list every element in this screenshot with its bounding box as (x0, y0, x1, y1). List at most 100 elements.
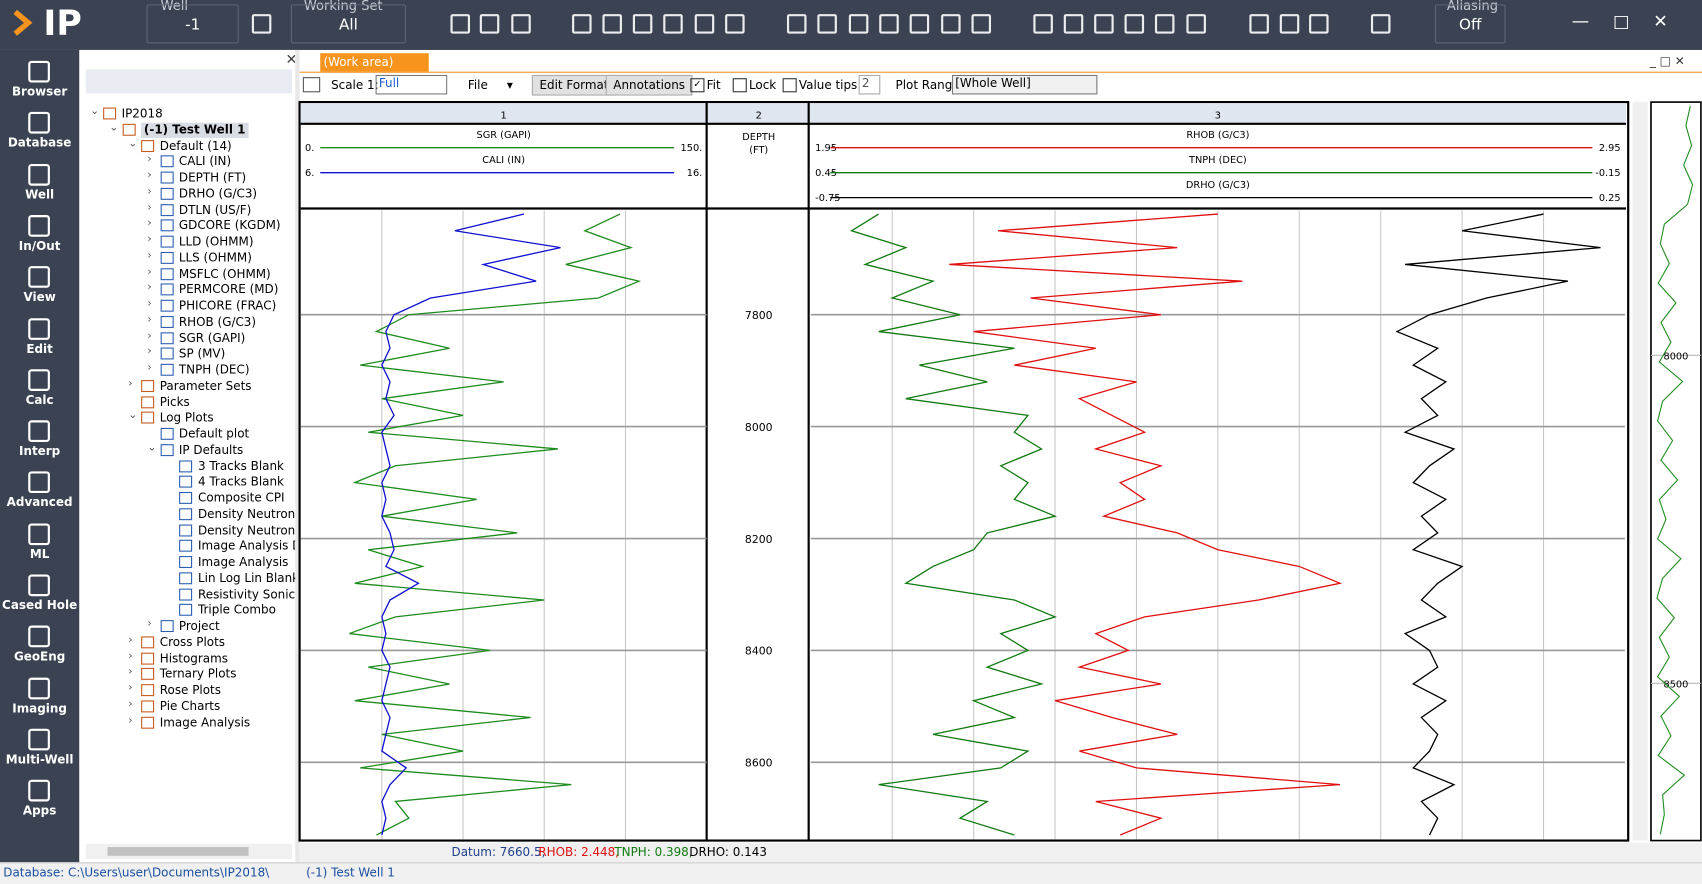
toolbar-icon[interactable] (450, 14, 471, 34)
edit-format-button[interactable]: Edit Format (531, 74, 617, 96)
toolbar-icon[interactable] (1033, 14, 1053, 34)
tree-row[interactable]: Density Neutron (81, 523, 295, 538)
tree-row[interactable]: › Cross Plots (81, 634, 295, 650)
tree-row[interactable]: › DEPTH (FT) (81, 169, 295, 186)
tree-toggle[interactable]: › (128, 377, 133, 390)
tree-row[interactable]: › SP (MV) (81, 345, 295, 362)
tree-toggle[interactable]: › (147, 265, 152, 278)
tree-row[interactable]: 3 Tracks Blank (81, 459, 295, 474)
sidebar-item[interactable]: Apps (0, 778, 79, 826)
tree-row[interactable]: ⌄ Log Plots (81, 409, 295, 426)
tree-row[interactable]: › RHOB (G/C3) (81, 313, 295, 330)
tree-row[interactable]: 4 Tracks Blank (81, 475, 295, 490)
tree-row[interactable]: Picks (81, 395, 295, 410)
tree-row[interactable]: › GDCORE (KGDM) (81, 217, 295, 234)
sidebar-item[interactable]: GeoEng (0, 624, 79, 672)
tree-row[interactable]: › DRHO (G/C3) (81, 185, 295, 202)
tree-row[interactable]: › MSFLC (OHMM) (81, 265, 295, 282)
tree-row[interactable]: › DTLN (US/F) (81, 201, 295, 218)
toolbar-icon[interactable] (511, 14, 531, 34)
tree-toggle[interactable]: ⌄ (128, 409, 138, 422)
well-selector[interactable]: -1 (146, 4, 239, 44)
tree-toggle[interactable]: ⌄ (128, 137, 138, 150)
tree-row[interactable]: Image Analysis (81, 555, 295, 570)
toolbar-icon[interactable] (1094, 14, 1114, 34)
tree-row[interactable]: Image Analysis DT (81, 539, 295, 554)
toolbar-icon[interactable] (479, 14, 500, 34)
toolbar-icon[interactable] (879, 14, 899, 34)
value-tips-checkbox[interactable] (782, 78, 797, 93)
tree-row[interactable]: › Histograms (81, 649, 295, 666)
toolbar-icon[interactable] (971, 14, 992, 34)
sidebar-item[interactable]: Cased Hole (0, 572, 79, 620)
tree-toggle[interactable]: › (147, 233, 152, 246)
toolbar-icon[interactable] (786, 14, 807, 34)
tree-row[interactable]: › TNPH (DEC) (81, 361, 295, 378)
tree-row[interactable]: ⌄ IP2018 (81, 105, 295, 121)
sidebar-item[interactable]: Browser (0, 59, 79, 107)
scale-select[interactable]: Full (375, 74, 448, 95)
sidebar-item[interactable]: Imaging (0, 675, 79, 723)
toolbar-icon[interactable] (251, 14, 272, 34)
work-area-tab[interactable]: (Work area) (320, 53, 429, 72)
sidebar-item[interactable]: Advanced (0, 470, 79, 518)
tree-row[interactable]: › Project (81, 617, 295, 634)
tree-row[interactable]: › Ternary Plots (81, 665, 295, 682)
tree-toggle[interactable]: › (147, 329, 152, 342)
tree-toggle[interactable]: › (128, 698, 133, 710)
value-tips-count[interactable]: 2 (858, 74, 881, 95)
toolbar-icon[interactable] (1124, 14, 1145, 34)
close-pane[interactable]: ✕ (285, 52, 295, 68)
window-controls[interactable]: _ □ ✕ (1649, 54, 1685, 69)
tree-row[interactable]: ⌄ IP Defaults (81, 441, 295, 458)
toolbar-icon[interactable] (1154, 14, 1175, 34)
working-set-selector[interactable]: All (290, 4, 406, 44)
tree-row[interactable]: Density Neutron - S (81, 507, 295, 522)
tree-toggle[interactable]: ⌄ (147, 441, 157, 454)
plot-range-select[interactable]: [Whole Well] (951, 74, 1098, 95)
toolbar-icon[interactable] (1186, 14, 1206, 34)
sidebar-item[interactable]: Edit (0, 315, 79, 363)
tree-row[interactable]: Triple Combo (81, 603, 295, 618)
tree-row[interactable]: › PHICORE (FRAC) (81, 298, 295, 314)
sidebar-item[interactable]: ML (0, 521, 79, 569)
tree-row[interactable]: › Rose Plots (81, 682, 295, 698)
tree-toggle[interactable]: › (147, 361, 152, 374)
file-menu[interactable]: File (467, 78, 488, 93)
print-button[interactable] (302, 77, 321, 93)
annotations-button[interactable]: Annotations (605, 74, 693, 96)
sidebar-item[interactable]: In/Out (0, 213, 79, 261)
tree-toggle[interactable]: › (147, 345, 152, 358)
toolbar-icon[interactable] (1063, 14, 1084, 34)
toolbar-icon[interactable] (632, 14, 653, 34)
toolbar-icon[interactable] (602, 14, 622, 34)
toolbar-icon[interactable] (1279, 14, 1300, 34)
tree-row[interactable]: Lin Log Lin Blank Tr (81, 571, 295, 586)
tree-toggle[interactable]: › (147, 249, 152, 262)
tree-toggle[interactable]: › (128, 649, 133, 662)
sidebar-item[interactable]: Well (0, 161, 79, 209)
toolbar-icon[interactable] (725, 14, 745, 34)
sidebar-item[interactable]: Multi-Well (0, 726, 79, 774)
toolbar-icon[interactable] (1249, 14, 1269, 34)
toolbar-icon[interactable] (694, 14, 715, 34)
tree-toggle[interactable]: › (128, 665, 133, 678)
sidebar-item[interactable]: Database (0, 110, 79, 158)
tree-toggle[interactable]: › (147, 217, 152, 230)
sidebar-item[interactable]: View (0, 264, 79, 312)
tree-toggle[interactable]: › (147, 313, 152, 326)
tree-row[interactable]: › Parameter Sets (81, 377, 295, 394)
toolbar-icon[interactable] (941, 14, 961, 34)
tree-scrollbar[interactable] (85, 843, 292, 860)
toolbar-icon[interactable] (848, 14, 869, 34)
window-buttons[interactable]: —□✕ (1571, 10, 1692, 32)
tree-row[interactable]: › PERMCORE (MD) (81, 282, 295, 298)
tree-toggle[interactable]: › (147, 617, 152, 630)
tree-toggle[interactable]: › (147, 169, 152, 182)
tree-toggle[interactable]: › (147, 185, 152, 198)
tree-row[interactable]: Default plot (81, 427, 295, 442)
toolbar-icon[interactable] (663, 14, 683, 34)
tree-row[interactable]: Resistivity Sonic (81, 587, 295, 602)
toolbar-icon[interactable] (1309, 14, 1329, 34)
lock-checkbox[interactable] (732, 78, 747, 93)
